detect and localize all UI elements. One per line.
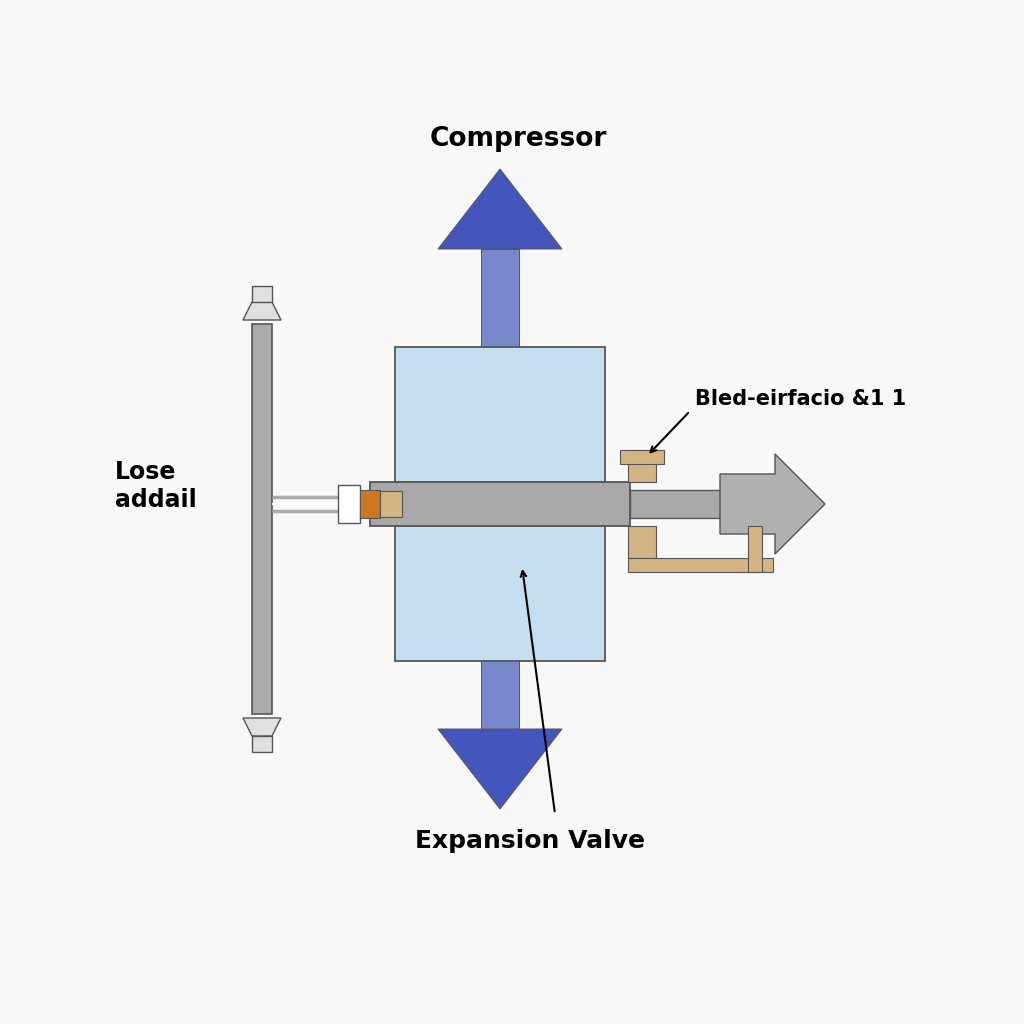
Bar bbox=[628, 526, 656, 558]
Polygon shape bbox=[481, 249, 519, 482]
Text: Lose
addail: Lose addail bbox=[115, 460, 197, 512]
Polygon shape bbox=[243, 718, 281, 736]
Polygon shape bbox=[720, 454, 825, 554]
Bar bbox=[252, 286, 272, 302]
Text: Compressor: Compressor bbox=[429, 126, 606, 152]
Bar bbox=[380, 490, 402, 517]
Text: Bled-eirfacio &1 1: Bled-eirfacio &1 1 bbox=[695, 389, 906, 409]
Bar bbox=[252, 324, 272, 714]
Polygon shape bbox=[438, 169, 562, 249]
Bar bbox=[628, 450, 656, 482]
Polygon shape bbox=[243, 302, 281, 319]
Bar bbox=[338, 485, 360, 523]
Bar bbox=[360, 490, 380, 518]
Bar bbox=[630, 490, 720, 518]
Bar bbox=[628, 558, 773, 572]
Bar bbox=[748, 526, 762, 572]
Text: Expansion Valve: Expansion Valve bbox=[415, 829, 645, 853]
Bar bbox=[395, 347, 605, 482]
Bar bbox=[370, 482, 630, 526]
Bar bbox=[620, 450, 664, 464]
Polygon shape bbox=[438, 729, 562, 809]
Bar bbox=[395, 526, 605, 662]
Bar bbox=[252, 736, 272, 752]
Polygon shape bbox=[481, 526, 519, 729]
